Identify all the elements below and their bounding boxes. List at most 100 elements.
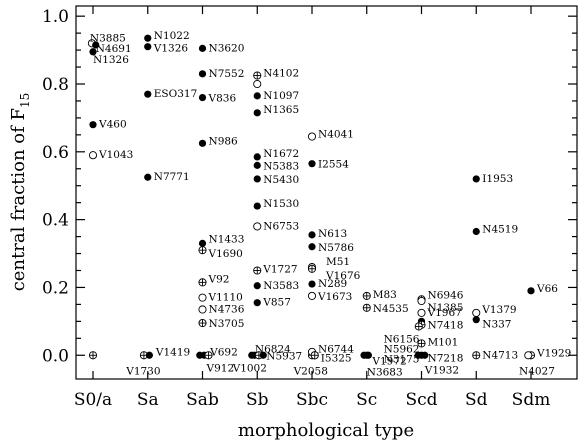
label-n1385: N1385 <box>428 302 464 314</box>
point-n4713 <box>472 351 481 360</box>
label-n5962: N5962 <box>384 343 420 355</box>
point-n1385 <box>417 296 426 306</box>
label-n1022: N1022 <box>154 30 190 42</box>
label-v692: V692 <box>209 346 238 358</box>
point-n7771 <box>144 173 152 181</box>
point-unlabeled-78 <box>524 351 533 360</box>
label-n1433: N1433 <box>209 233 245 245</box>
point-v912 <box>204 351 213 360</box>
label-n7218: N7218 <box>428 352 464 364</box>
y-tick-label: 0.6 <box>42 143 69 163</box>
label-v857: V857 <box>262 297 291 309</box>
label-v1110: V1110 <box>208 292 243 304</box>
y-tick-label: 0.2 <box>42 278 69 298</box>
plot-frame <box>75 5 578 380</box>
label-v1002: V1002 <box>232 362 267 374</box>
point-n337 <box>472 316 480 324</box>
y-axis-title: central fraction of F15 <box>8 93 32 292</box>
point-n1433 <box>198 239 207 247</box>
label-n3683: N3683 <box>367 366 403 378</box>
label-n6946: N6946 <box>428 289 464 301</box>
point-unlabeled-5 <box>88 351 98 360</box>
label-i1953: I1953 <box>482 173 513 185</box>
label-v1043: V1043 <box>98 149 133 161</box>
point-v857 <box>253 299 261 307</box>
label-n4535: N4535 <box>373 303 409 315</box>
point-n3705 <box>198 318 207 328</box>
y-tick-label: 1.0 <box>42 7 69 27</box>
point-n5937 <box>259 351 267 359</box>
label-n5786: N5786 <box>318 242 354 254</box>
point-v1379 <box>472 308 481 317</box>
label-m51: M51 <box>326 256 350 268</box>
point-v92 <box>198 278 207 287</box>
label-v1929: V1929 <box>536 347 571 359</box>
label-v1673: V1673 <box>317 291 352 303</box>
x-tick-label: Scd <box>405 390 437 410</box>
point-v1730 <box>145 351 153 359</box>
label-n3705: N3705 <box>209 318 245 330</box>
x-tick-label: Sc <box>356 390 377 410</box>
point-m83 <box>362 291 371 300</box>
point-n7552 <box>198 70 207 78</box>
label-n3583: N3583 <box>263 280 299 292</box>
point-n613 <box>308 231 316 239</box>
point-n4041 <box>307 132 317 141</box>
label-v1676: V1676 <box>325 270 361 282</box>
x-tick-label: Sbc <box>296 390 328 410</box>
x-tick-label: Sd <box>465 390 488 410</box>
point-unlabeled-26 <box>253 79 262 89</box>
point-n4691 <box>92 41 100 49</box>
point-v1110 <box>198 293 207 302</box>
label-n1530: N1530 <box>263 198 299 210</box>
y-tick-label: 0.4 <box>42 211 69 231</box>
point-n3620 <box>198 44 207 52</box>
label-v1972: V1972 <box>371 355 406 367</box>
point-v460 <box>89 121 97 129</box>
point-n5383 <box>253 161 261 169</box>
x-axis-title: morphological type <box>238 420 414 441</box>
label-n289: N289 <box>318 278 347 290</box>
label-n5937: N5937 <box>266 350 302 362</box>
axes: S0/a Sa Sab Sb Sbc Sc Scd Sd Sdm 0.0 0.2 0.4 0.6 0.8 1… <box>42 6 577 410</box>
label-n1326: N1326 <box>93 54 129 66</box>
label-n337: N337 <box>482 319 511 331</box>
x-tick-label: Sdm <box>512 390 551 410</box>
point-v1673 <box>307 291 317 300</box>
point-n1530 <box>253 202 261 210</box>
label-n4519: N4519 <box>482 223 518 235</box>
x-tick-label: Sb <box>246 390 269 410</box>
point-v1676 <box>307 264 317 273</box>
label-v1932: V1932 <box>424 364 459 376</box>
label-n4736: N4736 <box>209 303 245 315</box>
label-v1690: V1690 <box>208 248 243 260</box>
x-tick-label: S0/a <box>74 390 112 410</box>
label-n4691: N4691 <box>96 43 132 55</box>
x-tick-label: Sa <box>137 390 159 410</box>
point-m101 <box>417 339 426 348</box>
point-n5786 <box>308 243 316 251</box>
point-v1690 <box>198 246 207 255</box>
point-n3583 <box>253 282 261 290</box>
y-tick-label: 0.8 <box>42 75 69 95</box>
point-v1967 <box>417 308 426 317</box>
point-n5430 <box>253 175 261 183</box>
label-n1672: N1672 <box>263 148 299 160</box>
point-v1002 <box>248 351 256 359</box>
label-n5430: N5430 <box>263 174 299 186</box>
point-n986 <box>198 139 207 147</box>
point-unlabeled-63 <box>414 322 423 331</box>
label-v1727: V1727 <box>262 263 297 275</box>
y-axis-title-subscript: 15 <box>18 93 32 108</box>
point-v66 <box>527 287 535 295</box>
label-n4027: N4027 <box>519 365 555 377</box>
label-n6753: N6753 <box>263 220 299 232</box>
label-n4041: N4041 <box>318 129 354 141</box>
label-n4713: N4713 <box>482 349 518 361</box>
point-n1097 <box>253 92 261 100</box>
label-i5325: I5325 <box>321 352 352 364</box>
label-v1730: V1730 <box>125 365 160 377</box>
label-n7771: N7771 <box>154 171 190 183</box>
